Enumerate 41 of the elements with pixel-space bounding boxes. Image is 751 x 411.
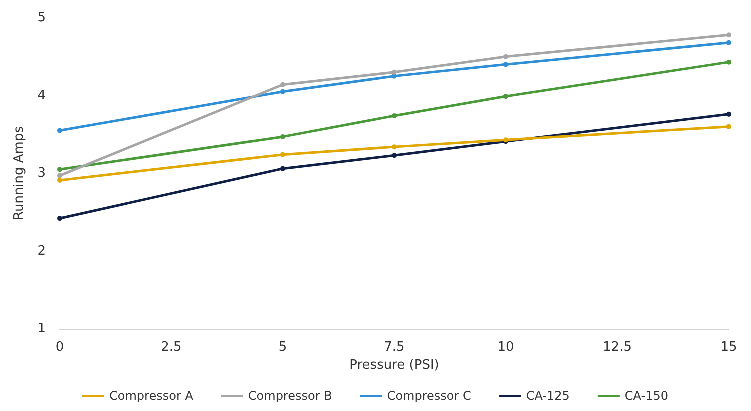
point (58, 128, 62, 134)
point (504, 54, 508, 60)
point (280, 166, 286, 172)
x-tick-label: 7.5 (384, 340, 405, 355)
legend-label: CA-150 (624, 389, 668, 403)
point (58, 173, 62, 178)
y-tick-label: 3 (38, 166, 46, 181)
x-axis-title: Pressure (PSI) (350, 358, 440, 373)
point (726, 112, 732, 117)
point (58, 167, 62, 172)
y-tick-label: 5 (38, 10, 46, 26)
point (280, 152, 286, 158)
point (280, 82, 286, 88)
point (392, 113, 397, 118)
x-tick-label: 5 (278, 340, 288, 355)
point (726, 60, 732, 65)
legend-label: Compressor C (387, 389, 472, 403)
x-tick-label: 15 (720, 340, 738, 355)
point (392, 153, 397, 158)
point (726, 40, 732, 46)
point (504, 94, 508, 100)
point (504, 62, 508, 68)
y-tick-label: 1 (38, 322, 46, 336)
point (280, 89, 286, 94)
legend-label: Compressor A (110, 389, 194, 403)
y-tick-label: 4 (38, 88, 46, 104)
y-tick-label: 2 (38, 244, 46, 259)
x-tick-label: 0 (56, 340, 64, 355)
point (58, 216, 62, 222)
point (58, 178, 62, 183)
point (726, 32, 732, 38)
point (392, 144, 397, 150)
x-tick-label: 2.5 (161, 340, 182, 355)
legend-label: Compressor B (248, 389, 332, 403)
point (280, 134, 286, 140)
legend-label: CA-125 (526, 389, 570, 403)
point (726, 124, 732, 130)
x-tick-label: 10 (498, 340, 514, 355)
x-tick-label: 12.5 (603, 340, 632, 355)
point (392, 70, 397, 75)
y-axis-title: Running Amps (12, 126, 27, 220)
